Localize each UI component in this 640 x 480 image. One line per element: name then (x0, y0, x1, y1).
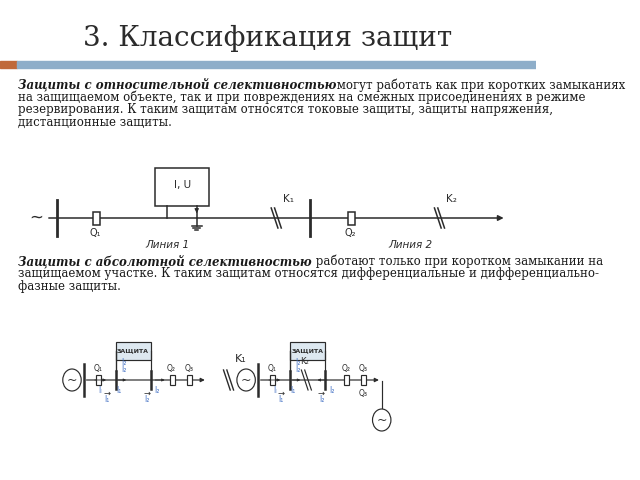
Bar (187, 375, 192, 385)
Text: I₁: I₁ (278, 395, 284, 404)
Text: Q₁: Q₁ (268, 364, 276, 373)
Text: I₂: I₂ (121, 358, 127, 367)
Text: I₁: I₁ (104, 395, 110, 404)
Bar (170, 375, 175, 385)
Text: Q₃: Q₃ (185, 364, 194, 373)
Text: ~: ~ (67, 373, 77, 386)
Bar (270, 375, 275, 385)
Text: K₁: K₁ (236, 354, 247, 364)
Bar (17, 61, 536, 68)
Text: защищаемом участке. К таким защитам относятся дифференциальные и дифференциально: защищаемом участке. К таким защитам отно… (19, 267, 600, 280)
Text: фазные защиты.: фазные защиты. (19, 280, 122, 293)
Bar (290, 342, 324, 360)
Text: Линия 1: Линия 1 (145, 240, 189, 250)
Text: Q₂: Q₂ (341, 364, 350, 373)
Text: ЗАЩИТА: ЗАЩИТА (291, 348, 323, 353)
Bar (344, 375, 349, 385)
Text: Q₃: Q₃ (359, 364, 368, 373)
Bar (348, 212, 355, 225)
Text: Защиты с абсолютной селективностью: Защиты с абсолютной селективностью (19, 255, 312, 268)
Text: I₂: I₂ (145, 395, 150, 404)
Text: I, U: I, U (173, 180, 191, 190)
Text: 3. Классификация защит: 3. Классификация защит (83, 24, 452, 51)
Text: ~: ~ (241, 373, 252, 386)
Text: I₂: I₂ (319, 395, 324, 404)
Text: Q₃: Q₃ (359, 389, 368, 398)
Text: ~: ~ (376, 413, 387, 427)
Text: резервирования. К таким защитам относятся токовые защиты, защиты напряжения,: резервирования. К таким защитам относятс… (19, 103, 554, 116)
Text: I₂: I₂ (295, 365, 301, 374)
Text: →: → (278, 389, 285, 398)
Bar (361, 375, 366, 385)
Text: Q₂: Q₂ (345, 228, 356, 238)
Circle shape (372, 409, 391, 431)
Bar (116, 342, 150, 360)
Text: I₂: I₂ (295, 358, 301, 367)
Text: K₂: K₂ (300, 357, 309, 366)
Bar (96, 375, 101, 385)
Text: Iₗ: Iₗ (99, 386, 102, 395)
Circle shape (63, 369, 81, 391)
Text: Q₁: Q₁ (93, 364, 102, 373)
Text: дистанционные защиты.: дистанционные защиты. (19, 116, 172, 129)
Text: I₂: I₂ (121, 365, 127, 374)
Text: Q₁: Q₁ (90, 228, 101, 238)
Text: K₁: K₁ (283, 194, 294, 204)
Text: I₂: I₂ (329, 386, 334, 395)
Text: могут работать как при коротких замыканиях: могут работать как при коротких замыкани… (333, 78, 625, 92)
Text: на защищаемом объекте, так и при повреждениях на смежных присоединениях в режиме: на защищаемом объекте, так и при поврежд… (19, 91, 586, 104)
Text: →: → (318, 389, 325, 398)
Text: ~: ~ (29, 209, 44, 227)
Text: K₂: K₂ (446, 194, 457, 204)
Text: →: → (104, 389, 111, 398)
Circle shape (237, 369, 255, 391)
Bar (0, 61, 17, 68)
Text: I₁: I₁ (116, 386, 122, 395)
Text: →: → (144, 389, 151, 398)
Text: I₁: I₁ (291, 386, 296, 395)
Bar (155, 168, 209, 206)
Text: Q₂: Q₂ (167, 364, 176, 373)
Text: I₂: I₂ (155, 386, 160, 395)
Bar (93, 212, 100, 225)
Text: ЗАЩИТА: ЗАЩИТА (117, 348, 149, 353)
Text: работают только при коротком замыкании на: работают только при коротком замыкании н… (312, 255, 603, 268)
Text: Iₗ: Iₗ (273, 386, 276, 395)
Text: Защиты с относительной селективностью: Защиты с относительной селективностью (19, 78, 337, 92)
Text: Линия 2: Линия 2 (388, 240, 432, 250)
